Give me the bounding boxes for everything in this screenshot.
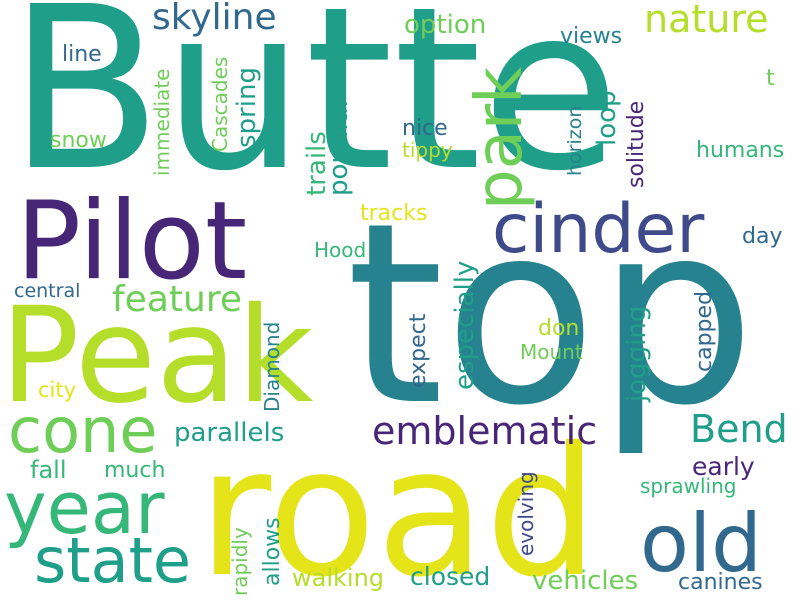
word-allows: allows bbox=[260, 517, 285, 586]
word-loop: loop bbox=[592, 90, 622, 146]
word-views: views bbox=[560, 24, 623, 49]
word-year: year bbox=[4, 466, 165, 550]
word-hood: Hood bbox=[314, 238, 367, 262]
word-early: early bbox=[692, 452, 755, 481]
word-don: don bbox=[538, 316, 580, 341]
word-road: road bbox=[198, 409, 599, 600]
word-cone: cone bbox=[8, 394, 158, 467]
word-especially: especially bbox=[450, 260, 480, 390]
word-humans: humans bbox=[696, 138, 785, 163]
word-capped: capped bbox=[692, 290, 717, 372]
word-old: old bbox=[640, 497, 762, 590]
word-horizon: horizon bbox=[564, 105, 586, 176]
word-central: central bbox=[14, 280, 81, 302]
word-skyline: skyline bbox=[152, 0, 277, 38]
word-park: park bbox=[463, 66, 537, 210]
word-feature: feature bbox=[112, 279, 242, 320]
word-vehicles: vehicles bbox=[532, 566, 639, 596]
word-cascades: Cascades bbox=[208, 56, 232, 152]
word-expect: expect bbox=[406, 313, 431, 388]
word-bend: Bend bbox=[690, 407, 788, 451]
word-canines: canines bbox=[678, 570, 763, 595]
word-state: state bbox=[34, 524, 192, 597]
word-cinder: cinder bbox=[492, 190, 705, 269]
word-snow: snow bbox=[50, 128, 107, 153]
word-parallels: parallels bbox=[174, 418, 285, 448]
word-fall: fall bbox=[30, 456, 67, 484]
word-solitude: solitude bbox=[624, 100, 649, 188]
word-nice: nice bbox=[402, 116, 448, 141]
word-tippy: tippy bbox=[402, 138, 453, 162]
word-rapidly: rapidly bbox=[228, 527, 252, 596]
word-spring: spring bbox=[232, 67, 262, 148]
word-peak: Peak bbox=[0, 279, 314, 433]
word-city: city bbox=[38, 378, 77, 402]
word-emblematic: emblematic bbox=[372, 409, 598, 453]
word-evolving: evolving bbox=[514, 471, 538, 556]
word-closed: closed bbox=[410, 562, 491, 591]
word-tracks: tracks bbox=[360, 201, 428, 226]
word-immediate: immediate bbox=[150, 68, 174, 176]
word-line: line bbox=[62, 42, 102, 67]
word-t: t bbox=[766, 66, 775, 91]
word-walking: walking bbox=[292, 564, 385, 592]
word-nature: nature bbox=[644, 0, 769, 41]
word-butte: Butte bbox=[8, 0, 620, 221]
word-sprawling: sprawling bbox=[640, 474, 737, 498]
word-jogging: jogging bbox=[622, 305, 652, 402]
word-top: top bbox=[346, 169, 756, 460]
word-day: day bbox=[742, 224, 783, 249]
word-diamond: Diamond bbox=[260, 321, 284, 412]
word-mount: Mount bbox=[520, 340, 583, 364]
word-option: option bbox=[404, 10, 487, 40]
word-much: much bbox=[104, 458, 166, 483]
word-pilot: Pilot bbox=[16, 179, 248, 304]
word-popular: popular bbox=[324, 96, 354, 196]
